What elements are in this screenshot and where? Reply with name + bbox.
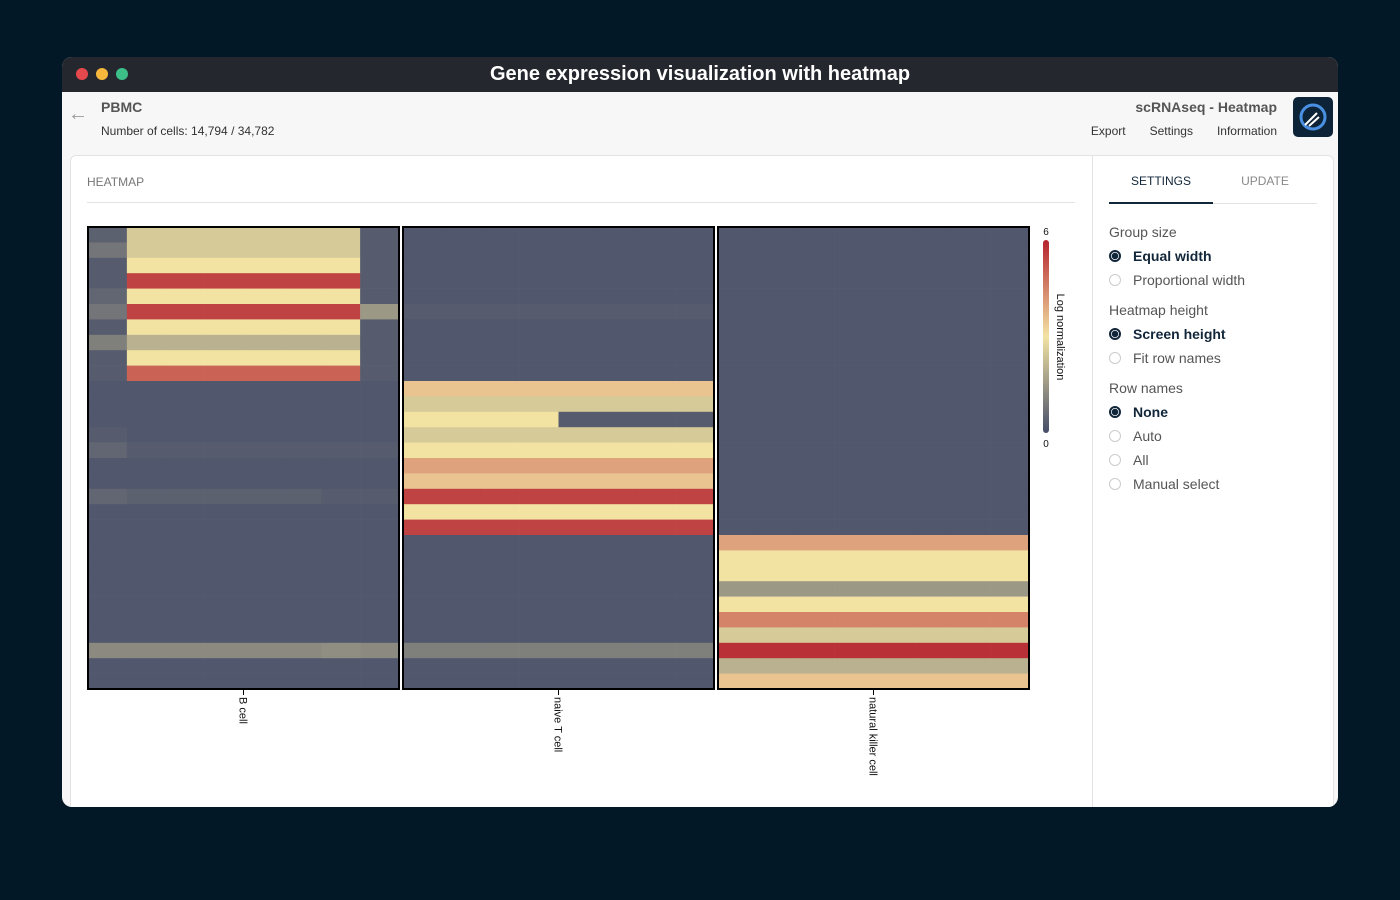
option-label: Auto — [1133, 428, 1162, 444]
dataset-name: PBMC — [101, 99, 143, 115]
divider — [87, 202, 1075, 203]
tab[interactable]: SETTINGS — [1109, 174, 1213, 204]
option-label: All — [1133, 452, 1149, 468]
radio-option[interactable]: None — [1109, 400, 1309, 424]
radio-option[interactable]: Proportional width — [1109, 268, 1309, 292]
radio-option[interactable]: Fit row names — [1109, 346, 1309, 370]
option-label: None — [1133, 404, 1168, 420]
option-label: Equal width — [1133, 248, 1212, 264]
back-button[interactable]: ← — [68, 103, 88, 125]
setting-label: Row names — [1109, 380, 1183, 396]
radio-option[interactable]: All — [1109, 448, 1309, 472]
radio-button[interactable] — [1109, 352, 1121, 364]
maximize-button[interactable] — [116, 68, 128, 80]
cell-count: Number of cells: 14,794 / 34,782 — [101, 124, 275, 138]
radio-button[interactable] — [1109, 478, 1121, 490]
tabs: SETTINGS UPDATE — [1109, 174, 1317, 204]
window-title: Gene expression visualization with heatm… — [489, 63, 911, 85]
radio-button[interactable] — [1109, 454, 1121, 466]
radio-option[interactable]: Screen height — [1109, 322, 1309, 346]
close-button[interactable] — [76, 68, 88, 80]
minimize-button[interactable] — [96, 68, 108, 80]
sidebar-divider — [1092, 156, 1093, 807]
radio-button[interactable] — [1109, 406, 1121, 418]
option-label: Manual select — [1133, 476, 1220, 492]
option-label: Screen height — [1133, 326, 1226, 342]
settings: Group size Equal width Proportional width H… — [1109, 214, 1309, 496]
app-window: Gene expression visualization with heatm… — [62, 57, 1338, 807]
radio-option[interactable]: Equal width — [1109, 244, 1309, 268]
radio-button[interactable] — [1109, 328, 1121, 340]
nav: Export Settings Information — [1091, 124, 1277, 138]
main-card: HEATMAP SETTINGS UPDATE Group size Equal w… — [70, 155, 1334, 807]
panel-title: HEATMAP — [87, 175, 145, 189]
logo — [1293, 97, 1333, 137]
nav-link[interactable]: Export — [1090, 124, 1126, 138]
radio-option[interactable]: Manual select — [1109, 472, 1309, 496]
radio-button[interactable] — [1109, 250, 1121, 262]
option-label: Proportional width — [1133, 272, 1246, 288]
tab[interactable]: UPDATE — [1241, 174, 1289, 188]
option-label: Fit row names — [1133, 350, 1221, 366]
setting-label: Heatmap height — [1109, 302, 1208, 318]
radio-option[interactable]: Auto — [1109, 424, 1309, 448]
setting-label: Group size — [1109, 224, 1177, 240]
logo-icon — [1299, 103, 1327, 131]
nav-link[interactable]: Settings — [1149, 124, 1193, 138]
radio-button[interactable] — [1109, 430, 1121, 442]
radio-button[interactable] — [1109, 274, 1121, 286]
nav-link[interactable]: Information — [1216, 124, 1277, 138]
title-bar: Gene expression visualization with heatm… — [62, 57, 1338, 92]
app-name: scRNAseq - Heatmap — [1135, 99, 1277, 115]
